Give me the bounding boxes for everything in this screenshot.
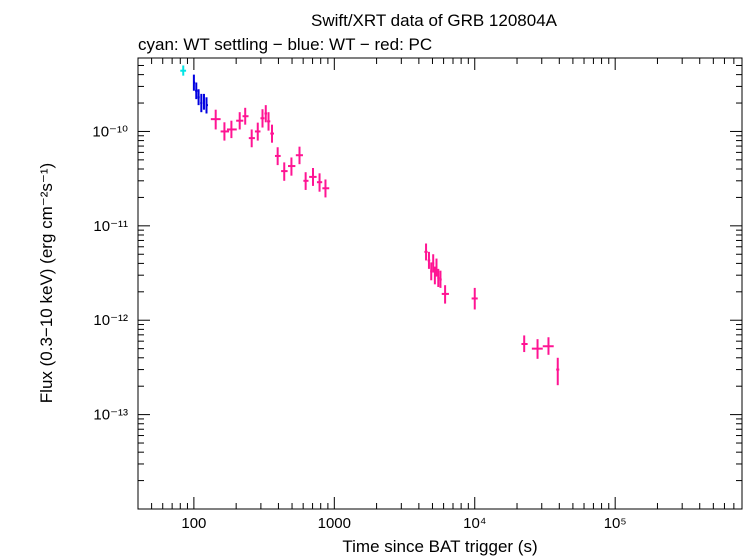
y-tick-label: 10⁻¹¹ <box>93 218 128 235</box>
x-axis-label: Time since BAT trigger (s) <box>342 537 537 556</box>
data-point <box>236 112 244 130</box>
y-axis-label: Flux (0.3−10 keV) (erg cm⁻²s⁻¹) <box>37 163 56 403</box>
data-point <box>274 147 281 166</box>
y-tick-label: 10⁻¹⁰ <box>92 123 128 140</box>
data-points <box>180 65 560 386</box>
data-point <box>254 122 261 141</box>
data-point <box>303 172 309 190</box>
data-point <box>242 107 249 125</box>
data-point <box>295 146 303 165</box>
chart-subtitle: cyan: WT settling − blue: WT − red: PC <box>138 35 432 54</box>
data-point <box>430 262 433 281</box>
data-point <box>471 287 478 310</box>
data-point <box>248 129 255 148</box>
data-point <box>288 157 296 176</box>
data-point <box>542 337 554 355</box>
axis-ticks <box>137 57 743 510</box>
data-point <box>220 122 230 141</box>
data-point <box>437 268 440 287</box>
data-point <box>197 89 200 106</box>
y-tick-label: 10⁻¹³ <box>93 407 128 424</box>
data-point <box>260 109 265 128</box>
data-point <box>192 74 196 91</box>
data-point <box>202 93 206 110</box>
plot-frame <box>137 57 743 510</box>
data-point <box>435 258 438 277</box>
x-tick-label: 10⁵ <box>604 515 627 532</box>
data-point <box>200 93 203 113</box>
y-tick-labels: 10⁻¹⁰ 10⁻¹¹ 10⁻¹² 10⁻¹³ <box>92 123 128 423</box>
series-wt <box>192 74 208 114</box>
series-pc <box>210 105 560 386</box>
data-point <box>322 179 330 198</box>
x-tick-label: 100 <box>181 515 206 532</box>
data-point <box>556 357 560 386</box>
x-tick-label: 10⁴ <box>463 515 486 532</box>
data-point <box>205 97 208 114</box>
data-point <box>531 339 543 359</box>
data-point <box>210 109 221 130</box>
data-point <box>195 82 198 100</box>
data-point <box>264 105 268 123</box>
data-point <box>424 243 428 261</box>
data-point <box>267 112 271 131</box>
data-point <box>433 266 436 285</box>
chart-title: Swift/XRT data of GRB 120804A <box>311 11 558 30</box>
series-wt-settling <box>180 65 187 76</box>
data-point <box>441 285 449 304</box>
data-point <box>270 124 275 143</box>
data-point <box>226 120 237 139</box>
x-tick-label: 1000 <box>318 515 351 532</box>
data-point <box>432 254 435 273</box>
x-tick-labels: 100 1000 10⁴ 10⁵ <box>181 515 626 532</box>
data-point <box>427 251 431 269</box>
data-point <box>316 173 323 192</box>
data-point <box>281 162 288 181</box>
data-point <box>180 65 187 76</box>
data-point <box>439 270 442 288</box>
data-point <box>309 167 317 186</box>
data-point <box>521 335 528 353</box>
y-tick-label: 10⁻¹² <box>93 312 128 329</box>
